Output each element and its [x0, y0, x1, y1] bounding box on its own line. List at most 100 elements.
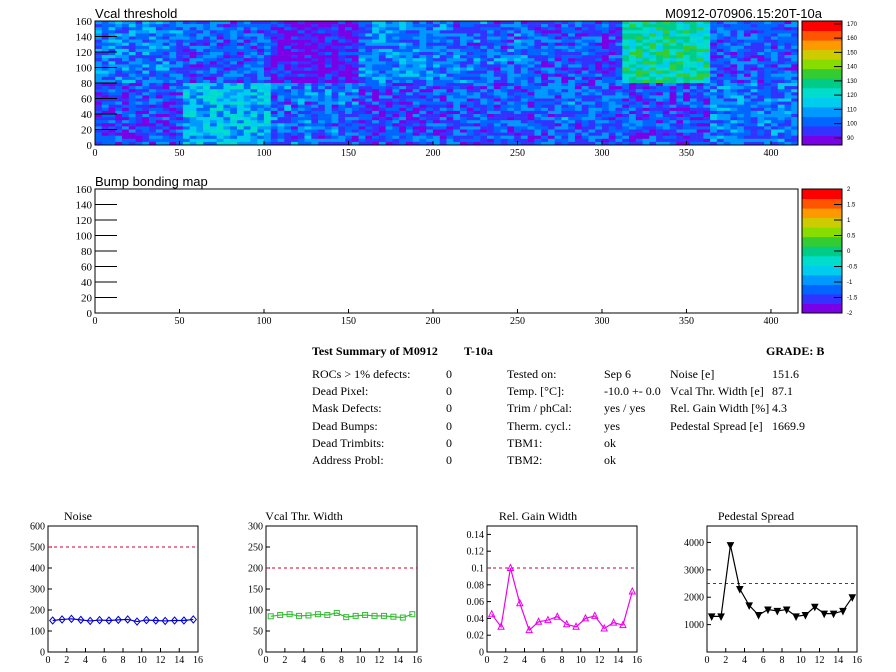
heatmap-cell	[730, 76, 738, 81]
heatmap-cell	[176, 107, 184, 112]
heatmap-cell	[723, 79, 731, 84]
heatmap-cell	[696, 42, 704, 47]
heatmap-cell	[770, 79, 779, 84]
heatmap-cell	[487, 79, 495, 84]
vcal-thr-width-y-tick-label: 250	[248, 543, 263, 554]
heatmap-cell	[588, 120, 596, 124]
heatmap-cell	[115, 104, 123, 109]
heatmap-cell	[507, 123, 515, 127]
vcal-thr-width-data-point	[343, 614, 350, 621]
heatmap-cell	[689, 138, 697, 143]
heatmap-cell	[304, 33, 312, 37]
heatmap-cell	[243, 61, 251, 65]
heatmap-cell	[784, 45, 792, 50]
heatmap-cell	[189, 45, 197, 50]
heatmap-cell	[777, 110, 785, 115]
heatmap-cell	[507, 107, 515, 112]
heatmap-cell	[115, 89, 123, 93]
heatmap-cell	[108, 132, 116, 136]
heatmap-cell	[514, 27, 522, 31]
heatmap-cell	[500, 55, 508, 59]
heatmap-cell	[230, 98, 238, 102]
heatmap-cell	[142, 129, 150, 133]
heatmap-cell	[453, 70, 461, 74]
heatmap-cell	[182, 83, 190, 87]
heatmap-cell	[635, 92, 643, 96]
heatmap-cell	[696, 132, 704, 136]
heatmap-cell	[122, 120, 130, 124]
heatmap-cell	[196, 104, 204, 109]
heatmap-cell	[662, 55, 670, 59]
heatmap-cell	[169, 114, 177, 118]
heatmap-cell	[710, 33, 718, 37]
heatmap-cell	[196, 132, 204, 136]
heatmap-cell	[480, 129, 488, 133]
heatmap-cell	[446, 45, 454, 50]
heatmap-cell	[514, 123, 522, 127]
heatmap-cell	[385, 58, 393, 62]
heatmap-cell	[493, 39, 501, 43]
heatmap-cell	[345, 132, 353, 136]
width-stat-label: Pedestal Spread [e]	[670, 418, 763, 433]
heatmap-cell	[236, 107, 245, 112]
heatmap-cell	[318, 45, 326, 50]
width-stat-value: 87.1	[772, 384, 793, 399]
heatmap-cell	[716, 138, 724, 143]
heatmap-cell	[270, 39, 278, 43]
heatmap-cell	[649, 73, 657, 78]
heatmap-cell	[270, 67, 278, 71]
heatmap-cell	[169, 24, 177, 28]
heatmap-cell	[358, 95, 366, 99]
heatmap-cell	[392, 126, 400, 130]
heatmap-cell	[412, 83, 420, 87]
heatmap-cell	[791, 83, 799, 87]
width-stat-label: Noise [e]	[670, 367, 715, 381]
heatmap-cell	[358, 79, 366, 84]
heatmap-cell	[737, 123, 745, 127]
heatmap-cell	[574, 58, 582, 62]
heatmap-cell	[534, 45, 542, 50]
heatmap-cell	[358, 129, 366, 133]
heatmap-cell	[95, 135, 103, 140]
heatmap-cell	[635, 21, 643, 25]
heatmap-cell	[581, 42, 589, 47]
heatmap-cell	[568, 135, 576, 140]
heatmap-cell	[209, 86, 217, 90]
heatmap-cell	[588, 24, 596, 28]
heatmap-cell	[561, 52, 569, 56]
heatmap-cell	[547, 67, 555, 71]
heatmap-cell	[750, 70, 758, 74]
heatmap-cell	[169, 79, 177, 84]
heatmap-cell	[696, 92, 704, 96]
heatmap-cell	[324, 39, 332, 43]
heatmap-cell	[770, 55, 779, 59]
heatmap-cell	[629, 52, 637, 56]
heatmap-cell	[324, 79, 332, 84]
heatmap-cell	[460, 58, 468, 62]
heatmap-cell	[460, 39, 468, 43]
heatmap-cell	[101, 104, 109, 109]
heatmap-cell	[338, 89, 346, 93]
heatmap-cell	[108, 98, 116, 102]
heatmap-cell	[676, 55, 684, 59]
vcal-scale-label: 110	[847, 107, 857, 113]
heatmap-cell	[162, 117, 170, 121]
heatmap-cell	[777, 114, 785, 118]
heatmap-cell	[601, 58, 610, 62]
vcal-thr-width-y-tick-label: 300	[248, 522, 263, 533]
heatmap-cell	[710, 132, 718, 136]
heatmap-cell	[277, 79, 285, 84]
heatmap-cell	[257, 98, 265, 102]
heatmap-cell	[737, 107, 745, 112]
heatmap-cell	[493, 98, 501, 102]
heatmap-cell	[554, 73, 562, 78]
pedestal-spread-data-point	[736, 586, 744, 594]
heatmap-cell	[500, 86, 508, 90]
heatmap-cell	[588, 117, 596, 121]
heatmap-cell	[304, 67, 312, 71]
heatmap-cell	[176, 104, 184, 109]
heatmap-cell	[324, 98, 332, 102]
heatmap-cell	[534, 55, 542, 59]
defect-label: Dead Trimbits:	[312, 435, 385, 450]
heatmap-cell	[568, 30, 576, 34]
